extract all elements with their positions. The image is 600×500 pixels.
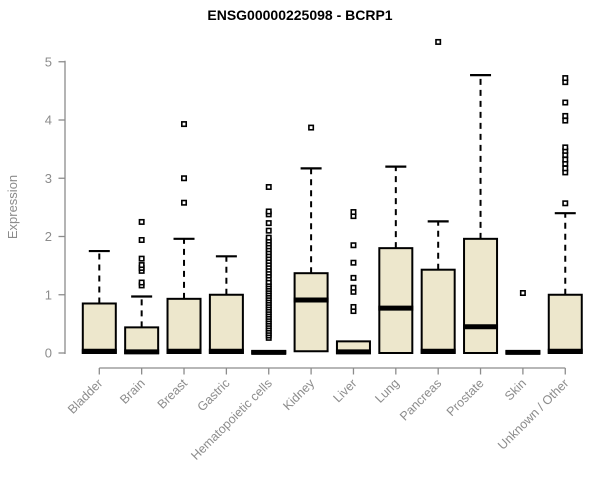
outlier-point xyxy=(562,200,569,207)
x-category-label: Breast xyxy=(155,376,191,412)
iqr-box xyxy=(81,302,117,354)
outlier-point xyxy=(562,117,569,124)
outlier-point xyxy=(350,284,357,291)
boxplot-group-brain xyxy=(124,218,160,355)
outlier-point xyxy=(350,209,357,216)
y-tick-label: 5 xyxy=(45,54,52,69)
iqr-box xyxy=(208,293,244,354)
y-tick-label: 0 xyxy=(45,346,52,361)
iqr-box xyxy=(166,297,202,355)
y-tick-label: 4 xyxy=(45,113,52,128)
boxplot-group-breast xyxy=(166,121,202,355)
x-category-label: Lung xyxy=(372,376,402,406)
outlier-point xyxy=(265,208,272,215)
y-axis-label: Expression xyxy=(5,175,20,239)
boxplot-group-hematopoietic-cells xyxy=(251,183,287,355)
x-category-label: Hematopoietic cells xyxy=(188,376,275,463)
iqr-box xyxy=(124,326,160,354)
x-category-label: Prostate xyxy=(444,376,487,419)
x-category-label: Brain xyxy=(117,376,148,407)
outlier-point xyxy=(562,156,569,163)
outlier-point xyxy=(138,262,145,269)
outlier-point xyxy=(350,303,357,310)
x-category-label: Pancreas xyxy=(397,376,444,423)
outlier-point xyxy=(138,218,145,225)
outlier-point xyxy=(181,199,188,206)
outlier-point xyxy=(350,242,357,249)
outlier-point xyxy=(562,144,569,151)
iqr-box xyxy=(463,237,499,354)
boxplot-group-kidney xyxy=(293,124,329,353)
outlier-point xyxy=(308,124,315,131)
boxplot-group-prostate xyxy=(463,74,499,354)
outlier-point xyxy=(138,255,145,262)
boxplot-group-lung xyxy=(378,165,414,354)
x-category-label: Bladder xyxy=(65,376,105,416)
boxes-layer xyxy=(81,38,583,355)
outlier-point xyxy=(138,279,145,286)
iqr-box xyxy=(293,272,329,353)
outlier-point xyxy=(562,75,569,82)
y-tick-label: 1 xyxy=(45,287,52,302)
boxplot-group-liver xyxy=(335,209,371,355)
outlier-point xyxy=(265,183,272,190)
x-category-label: Liver xyxy=(331,376,360,405)
y-tick-label: 3 xyxy=(45,171,52,186)
outlier-point xyxy=(181,121,188,128)
iqr-box xyxy=(378,247,414,354)
outlier-point xyxy=(350,274,357,281)
boxplot-group-unknown-other xyxy=(547,75,583,354)
outlier-point xyxy=(265,227,272,234)
outlier-point xyxy=(519,290,526,297)
iqr-box xyxy=(420,268,456,355)
chart-title: ENSG00000225098 - BCRP1 xyxy=(207,7,392,23)
x-category-label: Kidney xyxy=(280,376,317,413)
y-tick-label: 2 xyxy=(45,229,52,244)
outlier-point xyxy=(562,112,569,119)
outlier-point xyxy=(435,38,442,45)
boxplot-group-bladder xyxy=(81,249,117,354)
outlier-point xyxy=(138,236,145,243)
x-category-label: Skin xyxy=(502,376,529,403)
outlier-point xyxy=(562,99,569,106)
outlier-point xyxy=(265,220,272,227)
outlier-point xyxy=(265,234,272,241)
outlier-point xyxy=(562,165,569,172)
boxplot-group-gastric xyxy=(208,255,244,354)
outlier-point xyxy=(181,175,188,182)
boxplot-group-skin xyxy=(505,290,541,355)
x-category-label: Gastric xyxy=(195,376,233,414)
outlier-point xyxy=(350,259,357,266)
iqr-box xyxy=(547,293,583,354)
boxplot-group-pancreas xyxy=(420,38,456,355)
